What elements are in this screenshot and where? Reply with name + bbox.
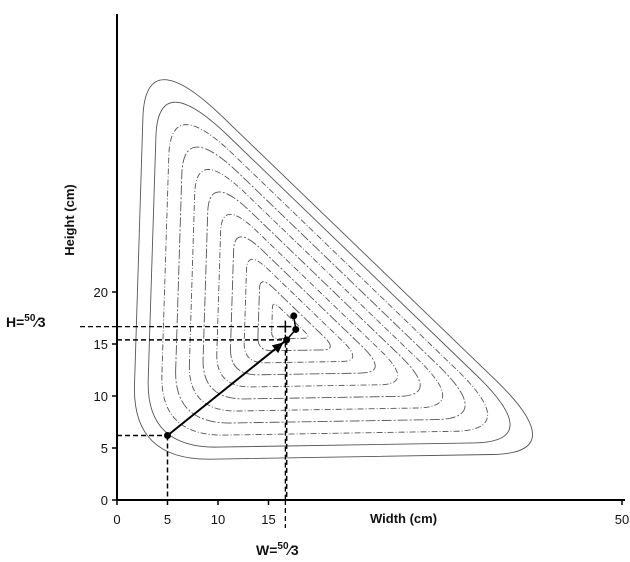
w-annotation-label: W= bbox=[256, 542, 277, 558]
h-annotation: H=50⁄3 bbox=[6, 313, 46, 330]
path-arrowhead bbox=[271, 342, 284, 354]
y-tick-label: 15 bbox=[94, 337, 108, 352]
w-annotation-num: 50 bbox=[277, 541, 289, 552]
contour-line bbox=[257, 281, 331, 352]
w-annotation-denom: 3 bbox=[291, 542, 299, 558]
y-tick-label: 0 bbox=[101, 493, 108, 508]
contour-line bbox=[271, 303, 309, 340]
contour-line bbox=[230, 236, 376, 376]
contour-line bbox=[243, 258, 354, 364]
contour-line bbox=[175, 146, 466, 424]
axes bbox=[116, 14, 625, 501]
h-annotation-denom: 3 bbox=[38, 314, 46, 330]
x-tick-label: 50 bbox=[615, 512, 629, 527]
path-segment bbox=[166, 339, 288, 437]
contour-line bbox=[202, 191, 421, 400]
contour-line bbox=[216, 214, 399, 388]
h-annotation-num: 50 bbox=[24, 313, 36, 324]
x-tick-label: 5 bbox=[164, 512, 171, 527]
x-tick-label: 0 bbox=[113, 512, 120, 527]
path-point bbox=[164, 432, 171, 440]
path-point bbox=[283, 336, 291, 344]
x-axis-label: Width (cm) bbox=[370, 511, 437, 526]
contour-line bbox=[147, 101, 511, 448]
y-tick-label: 20 bbox=[94, 285, 108, 300]
contour-lines bbox=[134, 79, 533, 460]
h-annotation-slash: ⁄ bbox=[32, 314, 40, 330]
path-point bbox=[290, 312, 298, 320]
guide-lines bbox=[80, 325, 288, 528]
y-axis-label: Height (cm) bbox=[62, 184, 77, 256]
contour-line bbox=[188, 169, 444, 412]
path-point bbox=[292, 325, 300, 333]
y-tick-label: 10 bbox=[94, 389, 108, 404]
contour-line bbox=[134, 79, 533, 460]
w-annotation: W=50⁄3 bbox=[256, 541, 299, 558]
w-annotation-slash: ⁄ bbox=[286, 542, 294, 558]
search-path bbox=[164, 312, 300, 440]
contour-line bbox=[161, 124, 489, 436]
y-tick-label: 5 bbox=[101, 441, 108, 456]
tick-marks: 051015500510152050 bbox=[94, 285, 630, 527]
h-annotation-label: H= bbox=[6, 314, 24, 330]
x-tick-label: 15 bbox=[261, 512, 275, 527]
x-tick-label: 10 bbox=[211, 512, 225, 527]
